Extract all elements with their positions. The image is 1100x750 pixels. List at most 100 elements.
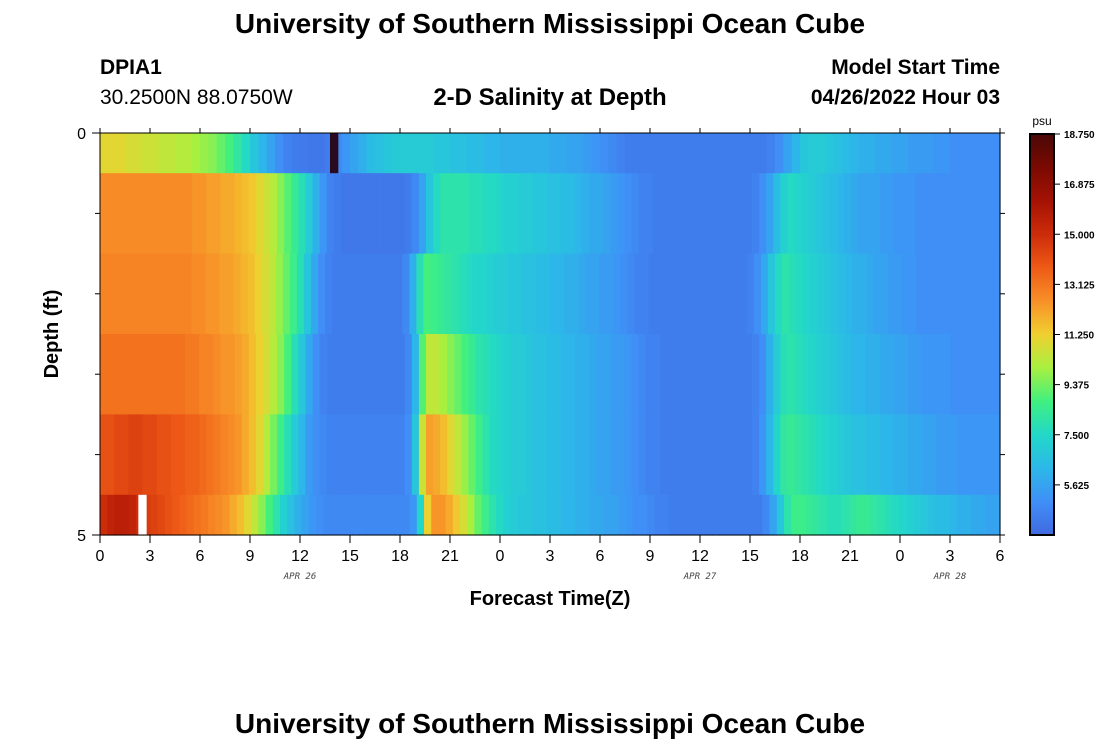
heatmap-cell — [985, 334, 994, 415]
heatmap-cell — [397, 414, 406, 496]
heatmap-cell — [418, 414, 427, 496]
heatmap-cells — [100, 133, 1001, 536]
heatmap-cell — [362, 414, 370, 496]
heatmap-cell — [305, 334, 314, 415]
heatmap-cell — [227, 334, 236, 415]
heatmap-cell — [666, 173, 675, 255]
heatmap-cell — [617, 173, 626, 255]
heatmap-cell — [858, 414, 866, 496]
heatmap-cell — [733, 133, 743, 174]
heatmap-cell — [241, 133, 251, 174]
heatmap-cell — [291, 173, 300, 255]
heatmap-cell — [539, 334, 548, 415]
heatmap-cell — [483, 133, 493, 174]
x-tick-label: 15 — [741, 548, 759, 565]
heatmap-cell — [681, 414, 689, 496]
heatmap-cell — [865, 334, 874, 415]
heatmap-cell — [240, 253, 249, 335]
heatmap-cell — [525, 334, 533, 415]
heatmap-cell — [702, 334, 711, 415]
heatmap-cell — [837, 334, 845, 415]
heatmap-cell — [524, 494, 533, 536]
heatmap-cell — [737, 334, 746, 415]
heatmap-cell — [674, 414, 682, 496]
heatmap-cell — [611, 494, 619, 536]
heatmap-cell — [899, 494, 907, 536]
heatmap-cell — [423, 253, 432, 335]
heatmap-cell — [107, 414, 115, 496]
heatmap-cell — [100, 414, 108, 496]
heatmap-cell — [957, 334, 966, 415]
heatmap-cell — [787, 173, 796, 255]
heatmap-cell — [638, 414, 647, 496]
heatmap-cell — [596, 494, 605, 536]
heatmap-cell — [750, 133, 759, 174]
heatmap-cell — [606, 253, 614, 335]
heatmap-cell — [533, 133, 543, 174]
heatmap-cell — [340, 173, 349, 255]
heatmap-cell — [858, 133, 868, 174]
x-tick-label: 3 — [146, 548, 155, 565]
x-tick-label: 9 — [246, 548, 255, 565]
heatmap-cell — [834, 494, 843, 536]
heatmap-cell — [440, 173, 448, 255]
heatmap-cell — [971, 414, 980, 496]
x-tick-label: 6 — [996, 548, 1005, 565]
heatmap-cell — [397, 173, 406, 255]
heatmap-cell — [291, 133, 301, 174]
heatmap-cell — [766, 414, 774, 496]
heatmap-cell — [507, 253, 516, 335]
heatmap-cell — [632, 494, 641, 536]
heatmap-cell — [851, 173, 859, 255]
heatmap-cell — [841, 494, 850, 536]
heatmap-cell — [801, 414, 810, 496]
heatmap-cell — [560, 334, 569, 415]
heatmap-cell — [787, 334, 796, 415]
heatmap-cell — [603, 414, 611, 496]
heatmap-cell — [383, 334, 392, 415]
heatmap-cell — [416, 253, 425, 335]
heatmap-cell — [395, 253, 403, 335]
heatmap-cell — [177, 334, 186, 415]
x-tick-label: 15 — [341, 548, 359, 565]
heatmap-cell — [893, 334, 902, 415]
heatmap-cell — [744, 173, 753, 255]
heatmap-cell — [674, 173, 682, 255]
heatmap-cell — [262, 414, 271, 496]
heatmap-cell — [634, 253, 643, 335]
heatmap-cell — [128, 414, 137, 496]
heatmap-cell — [107, 173, 115, 255]
heatmap-cell — [199, 173, 207, 255]
heatmap-cell — [872, 414, 881, 496]
heatmap-cell — [732, 253, 741, 335]
heatmap-cell — [949, 494, 958, 536]
heatmap-cell — [227, 173, 236, 255]
heatmap-cell — [275, 133, 284, 174]
heatmap-cell — [369, 173, 377, 255]
heatmap-cell — [691, 133, 701, 174]
heatmap-cell — [339, 253, 347, 335]
heatmap-cell — [971, 253, 980, 335]
heatmap-cell — [206, 414, 214, 496]
heatmap-cell — [158, 133, 168, 174]
heatmap-cell — [624, 414, 633, 496]
heatmap-cell — [578, 253, 586, 335]
heatmap-cell — [688, 334, 696, 415]
heatmap-cell — [514, 253, 523, 335]
heatmap-cell — [941, 133, 951, 174]
heatmap-cell — [355, 414, 363, 496]
heatmap-cell — [404, 173, 413, 255]
heatmap-cell — [741, 133, 751, 174]
heatmap-cell — [431, 494, 439, 536]
heatmap-cell — [744, 414, 753, 496]
heatmap-cell — [184, 253, 193, 335]
heatmap-cell — [553, 414, 562, 496]
heatmap-cell — [900, 173, 909, 255]
heatmap-cell — [837, 414, 845, 496]
heatmap-cell — [156, 414, 165, 496]
heatmap-cell — [776, 494, 785, 536]
heatmap-cell — [751, 334, 760, 415]
heatmap-cell — [872, 334, 881, 415]
heatmap-cell — [844, 173, 852, 255]
heatmap-cell — [546, 334, 555, 415]
